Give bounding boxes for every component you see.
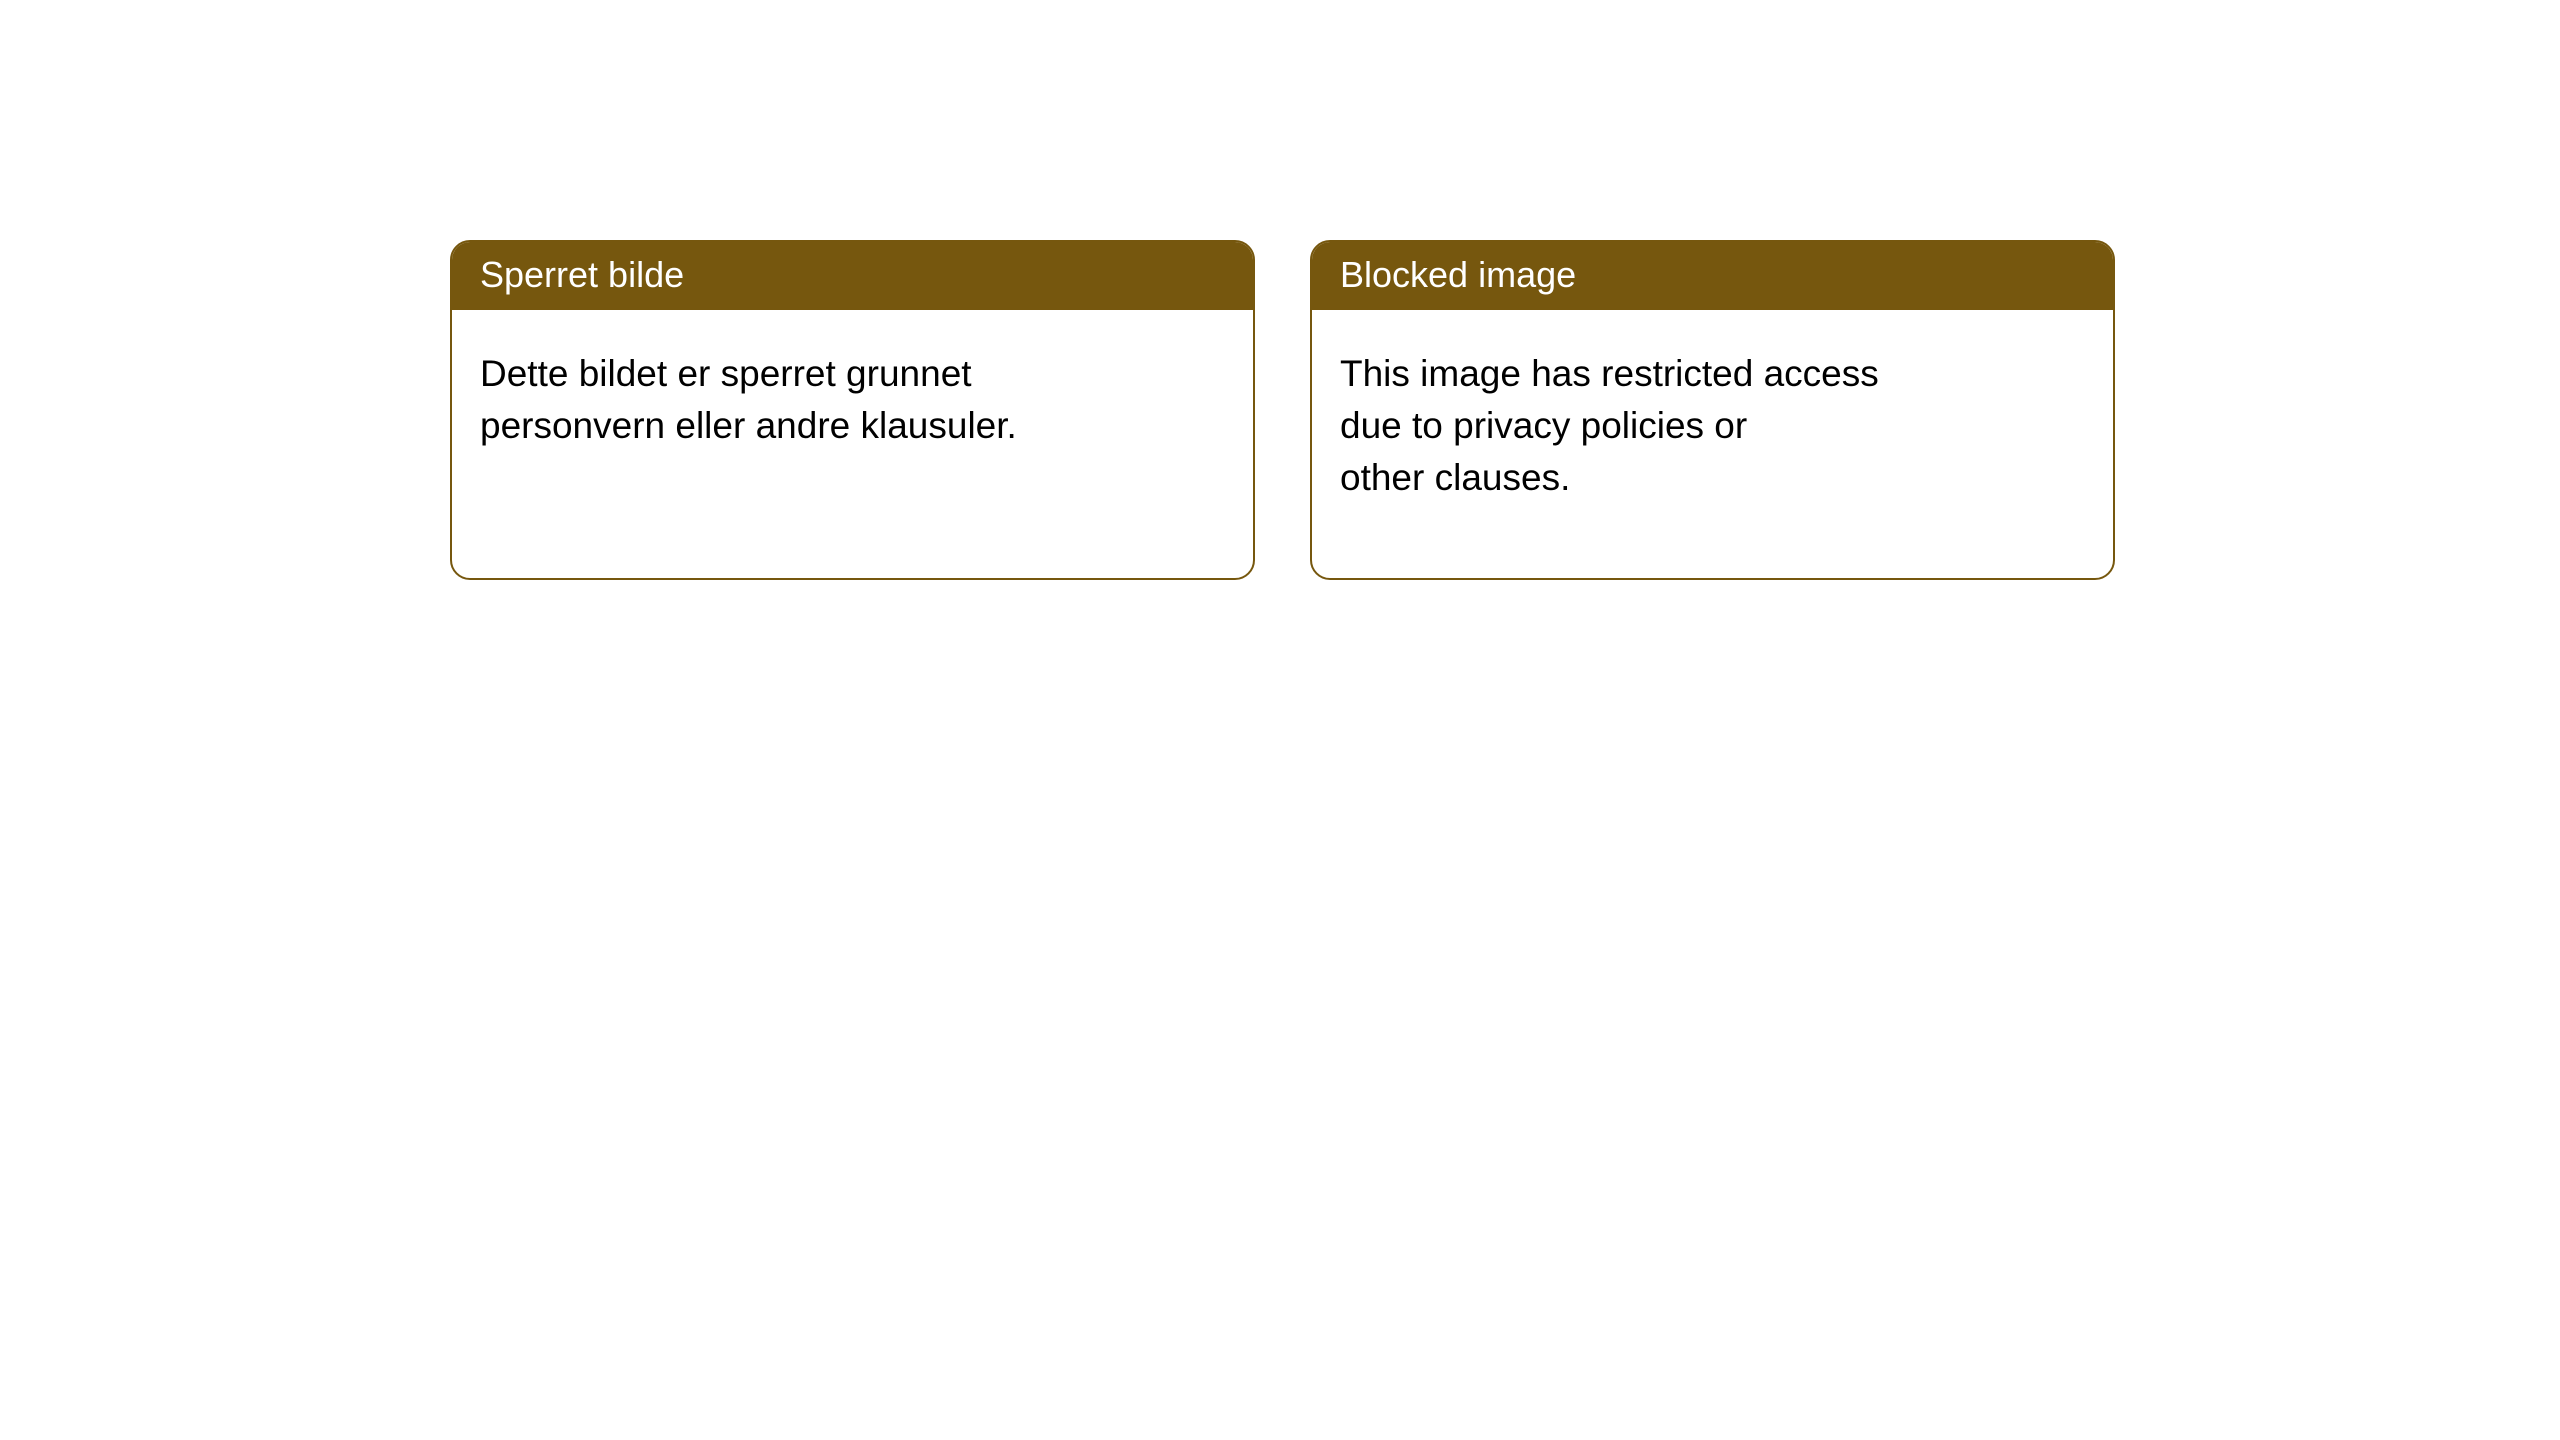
notice-card-english: Blocked image This image has restricted … bbox=[1310, 240, 2115, 580]
notice-body: Dette bildet er sperret grunnet personve… bbox=[452, 310, 1253, 490]
notice-cards-container: Sperret bilde Dette bildet er sperret gr… bbox=[450, 240, 2115, 580]
notice-card-norwegian: Sperret bilde Dette bildet er sperret gr… bbox=[450, 240, 1255, 580]
notice-header: Blocked image bbox=[1312, 242, 2113, 310]
notice-body: This image has restricted access due to … bbox=[1312, 310, 2113, 541]
notice-header: Sperret bilde bbox=[452, 242, 1253, 310]
